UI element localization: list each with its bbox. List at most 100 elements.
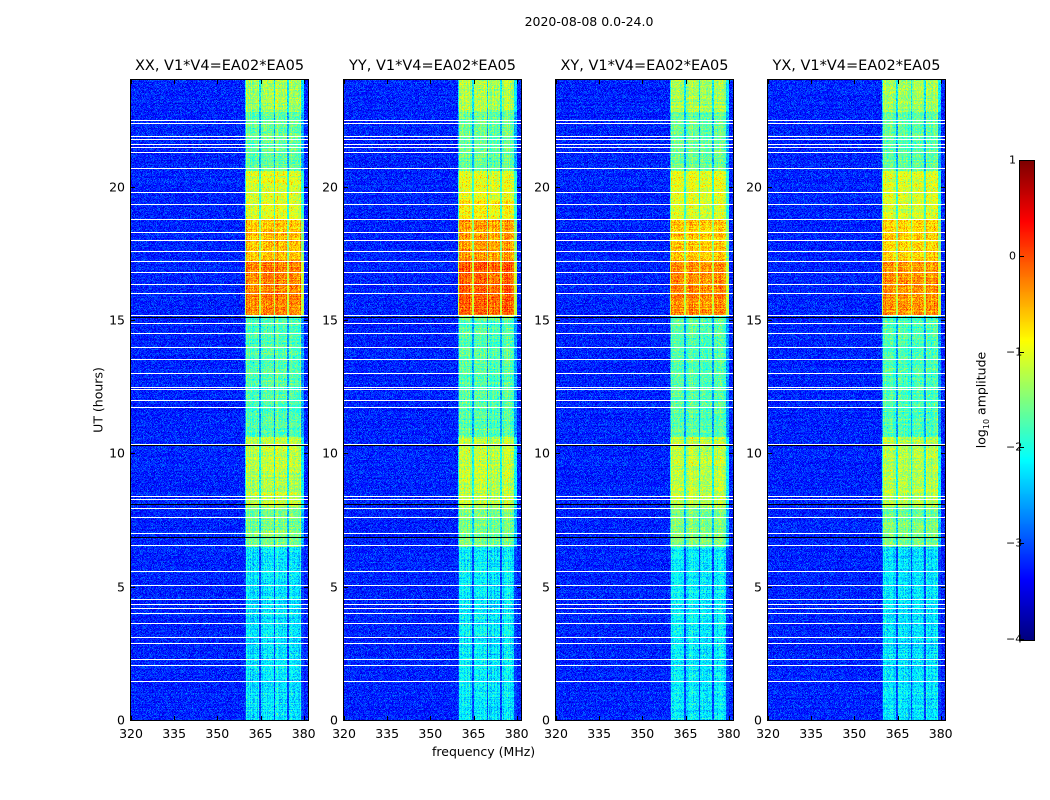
y-tick-label: 0 bbox=[330, 712, 338, 728]
x-tick-mark bbox=[473, 80, 475, 84]
y-tick-label: 0 bbox=[754, 712, 762, 728]
x-tick-label: 320 bbox=[756, 726, 780, 741]
x-tick-mark bbox=[599, 80, 601, 84]
x-tick-label: 335 bbox=[375, 726, 400, 741]
y-tick-mark bbox=[131, 186, 135, 188]
panel-title: XY, V1*V4=EA02*EA05 bbox=[560, 58, 729, 74]
y-axis-label: UT (hours) bbox=[90, 367, 106, 433]
x-tick-label: 320 bbox=[332, 726, 356, 741]
y-tick-mark bbox=[517, 586, 521, 588]
x-tick-mark bbox=[811, 80, 813, 84]
x-tick-label: 365 bbox=[461, 726, 486, 741]
x-tick-mark bbox=[217, 716, 219, 720]
spectrogram-panel-2: YY, V1*V4=EA02*EA05 320 335 350 365 380 0 5 10 15… bbox=[322, 58, 529, 741]
colorbar-tick-label: −1 bbox=[1006, 345, 1023, 359]
y-tick-mark bbox=[344, 320, 348, 321]
y-tick-mark bbox=[131, 453, 135, 455]
x-tick-mark bbox=[556, 80, 557, 84]
y-tick-mark bbox=[729, 720, 733, 721]
x-tick-mark bbox=[344, 716, 345, 720]
x-tick-mark bbox=[303, 80, 305, 84]
x-tick-mark bbox=[728, 716, 730, 720]
y-tick-mark bbox=[344, 720, 348, 721]
y-tick-mark bbox=[304, 320, 308, 321]
x-tick-mark bbox=[387, 80, 389, 84]
x-tick-label: 365 bbox=[885, 726, 910, 741]
x-tick-mark bbox=[303, 716, 305, 720]
colorbar-tick-label: 1 bbox=[1009, 153, 1016, 167]
figure-title: 2020-08-08 0.0-24.0 bbox=[524, 14, 654, 29]
x-tick-mark bbox=[897, 716, 899, 720]
x-tick-mark bbox=[344, 80, 345, 84]
x-tick-mark bbox=[174, 80, 176, 84]
y-tick-mark bbox=[304, 720, 308, 721]
x-tick-mark bbox=[685, 716, 687, 720]
y-tick-mark bbox=[344, 186, 348, 188]
x-tick-label: 335 bbox=[587, 726, 612, 741]
y-tick-mark bbox=[941, 186, 945, 188]
y-tick-label: 15 bbox=[534, 312, 550, 328]
colorbar-tick-label: −4 bbox=[1006, 632, 1023, 646]
y-tick-label: 20 bbox=[746, 179, 762, 195]
x-tick-mark bbox=[811, 716, 813, 720]
x-tick-label: 380 bbox=[716, 726, 741, 741]
x-tick-mark bbox=[728, 80, 730, 84]
y-tick-mark bbox=[131, 720, 135, 721]
colorbar-label-sub: 10 bbox=[981, 418, 991, 430]
y-tick-label: 15 bbox=[322, 312, 338, 328]
y-tick-mark bbox=[304, 453, 308, 455]
y-tick-mark bbox=[556, 186, 560, 188]
x-tick-mark bbox=[430, 716, 432, 720]
y-tick-mark bbox=[517, 453, 521, 455]
y-tick-label: 20 bbox=[322, 179, 338, 195]
x-tick-label: 350 bbox=[842, 726, 867, 741]
spectrogram-panel-3: XY, V1*V4=EA02*EA05 320 335 350 365 380 0 5 10 15… bbox=[534, 58, 741, 741]
heatmap-image bbox=[556, 80, 733, 720]
colorbar-tick-label: −3 bbox=[1006, 536, 1023, 550]
x-tick-label: 350 bbox=[418, 726, 443, 741]
y-tick-mark bbox=[131, 586, 135, 588]
y-tick-label: 0 bbox=[117, 712, 125, 728]
y-tick-mark bbox=[131, 320, 135, 321]
x-tick-mark bbox=[387, 716, 389, 720]
x-tick-label: 365 bbox=[673, 726, 698, 741]
y-tick-mark bbox=[556, 586, 560, 588]
x-tick-mark bbox=[131, 80, 132, 84]
x-tick-mark bbox=[260, 716, 262, 720]
x-tick-label: 335 bbox=[799, 726, 824, 741]
y-tick-label: 10 bbox=[746, 445, 762, 461]
x-tick-mark bbox=[854, 716, 856, 720]
x-tick-label: 365 bbox=[248, 726, 273, 741]
x-tick-label: 380 bbox=[504, 726, 529, 741]
panel-title: XX, V1*V4=EA02*EA05 bbox=[134, 58, 305, 74]
x-tick-mark bbox=[430, 80, 432, 84]
y-tick-label: 0 bbox=[542, 712, 550, 728]
y-tick-label: 10 bbox=[109, 445, 125, 461]
panel-title: YY, V1*V4=EA02*EA05 bbox=[349, 58, 516, 74]
colorbar-tick-label: 0 bbox=[1009, 249, 1016, 263]
x-tick-mark bbox=[685, 80, 687, 84]
x-tick-label: 335 bbox=[162, 726, 187, 741]
y-tick-mark bbox=[517, 186, 521, 188]
x-tick-mark bbox=[768, 80, 769, 84]
colorbar-tick-mark bbox=[1020, 351, 1024, 353]
x-tick-mark bbox=[768, 716, 769, 720]
x-tick-mark bbox=[854, 80, 856, 84]
x-tick-label: 350 bbox=[630, 726, 655, 741]
y-tick-label: 5 bbox=[542, 579, 550, 595]
colorbar-tick-mark bbox=[1020, 639, 1024, 640]
colorbar-tick-mark bbox=[1020, 543, 1024, 545]
x-tick-mark bbox=[940, 716, 942, 720]
heatmap-image bbox=[768, 80, 945, 720]
x-tick-label: 320 bbox=[119, 726, 143, 741]
y-tick-mark bbox=[304, 586, 308, 588]
y-tick-mark bbox=[729, 186, 733, 188]
y-tick-mark bbox=[768, 320, 772, 321]
colorbar-label-rest: amplitude bbox=[973, 351, 989, 419]
x-tick-mark bbox=[174, 716, 176, 720]
x-tick-label: 380 bbox=[928, 726, 953, 741]
x-tick-label: 380 bbox=[291, 726, 316, 741]
spectrogram-panel-1: XX, V1*V4=EA02*EA05 320 335 350 365 380 0 5 10 15… bbox=[109, 58, 316, 741]
x-tick-label: 350 bbox=[205, 726, 230, 741]
x-tick-mark bbox=[599, 716, 601, 720]
